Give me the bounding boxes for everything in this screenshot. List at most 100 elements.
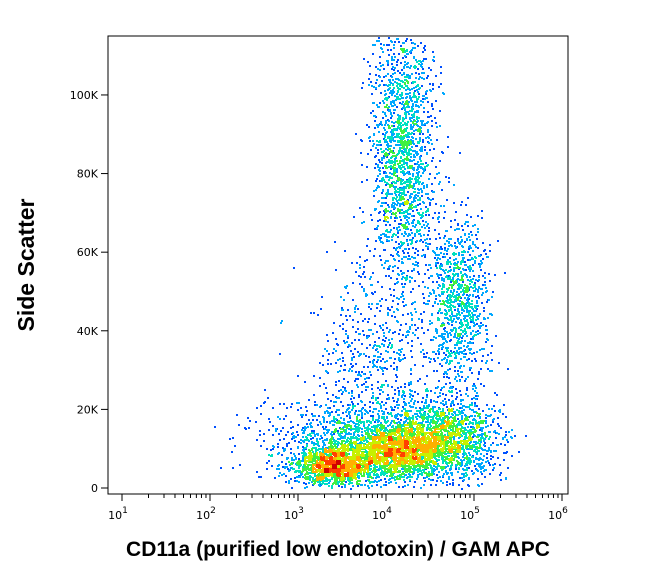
scatter-point — [349, 417, 351, 419]
scatter-point — [438, 459, 440, 461]
scatter-point — [469, 245, 471, 247]
scatter-point — [369, 250, 371, 252]
scatter-point — [409, 51, 411, 53]
scatter-point — [432, 191, 434, 193]
scatter-point — [397, 267, 399, 269]
scatter-point — [411, 324, 413, 326]
scatter-point — [479, 349, 481, 351]
scatter-point — [368, 78, 370, 80]
scatter-point — [404, 109, 406, 111]
scatter-point — [412, 302, 414, 304]
scatter-point — [387, 73, 389, 75]
scatter-point — [317, 449, 319, 451]
scatter-point — [469, 460, 471, 462]
scatter-point — [481, 435, 483, 437]
scatter-point — [437, 218, 439, 220]
scatter-point — [457, 308, 459, 310]
scatter-point — [373, 255, 375, 257]
scatter-point — [466, 326, 468, 328]
scatter-point — [398, 349, 400, 351]
scatter-point — [397, 230, 399, 232]
scatter-point — [407, 270, 409, 272]
scatter-point — [432, 217, 434, 219]
scatter-point — [398, 357, 400, 359]
scatter-point — [475, 279, 477, 281]
scatter-point — [378, 37, 380, 39]
scatter-point — [469, 421, 471, 423]
scatter-point — [385, 275, 387, 277]
scatter-point — [337, 359, 339, 361]
scatter-point — [406, 147, 408, 149]
scatter-point — [381, 410, 383, 412]
scatter-point — [427, 425, 429, 427]
scatter-point — [303, 482, 305, 484]
scatter-point — [334, 241, 336, 243]
scatter-point — [411, 146, 413, 148]
scatter-point — [381, 264, 383, 266]
scatter-point — [481, 217, 483, 219]
scatter-point — [397, 83, 399, 85]
scatter-point — [394, 203, 396, 205]
scatter-point — [387, 204, 389, 206]
scatter-point — [411, 178, 413, 180]
scatter-point — [358, 483, 360, 485]
scatter-point — [476, 392, 478, 394]
scatter-point — [380, 327, 382, 329]
scatter-point — [386, 141, 388, 143]
scatter-point — [377, 164, 379, 166]
scatter-point — [397, 91, 399, 93]
scatter-point — [382, 416, 384, 418]
scatter-point — [279, 403, 281, 405]
scatter-point — [404, 51, 406, 53]
scatter-point — [385, 380, 387, 382]
scatter-point — [470, 367, 472, 369]
scatter-point — [493, 450, 495, 452]
scatter-point — [289, 469, 291, 471]
scatter-point — [446, 373, 448, 375]
scatter-point — [420, 163, 422, 165]
scatter-point — [461, 312, 463, 314]
scatter-point — [278, 468, 280, 470]
scatter-point — [436, 248, 438, 250]
scatter-point — [454, 309, 456, 311]
scatter-point — [236, 414, 238, 416]
scatter-point — [486, 338, 488, 340]
scatter-point — [481, 466, 483, 468]
scatter-point — [398, 260, 400, 262]
scatter-point — [398, 223, 400, 225]
scatter-point — [483, 438, 485, 440]
scatter-point — [378, 131, 380, 133]
scatter-point — [392, 161, 394, 163]
scatter-point — [354, 425, 356, 427]
scatter-point — [475, 360, 477, 362]
scatter-point — [477, 295, 479, 297]
scatter-point — [401, 150, 403, 152]
scatter-point — [428, 178, 430, 180]
scatter-point — [403, 187, 405, 189]
scatter-point — [468, 477, 470, 479]
scatter-point — [370, 481, 372, 483]
scatter-point — [405, 134, 407, 136]
scatter-point — [349, 315, 351, 317]
scatter-point — [377, 225, 379, 227]
scatter-point — [485, 287, 487, 289]
scatter-point — [396, 38, 398, 40]
scatter-point — [451, 352, 453, 354]
scatter-point — [388, 275, 390, 277]
scatter-point — [338, 485, 340, 487]
scatter-point — [450, 220, 452, 222]
scatter-point — [418, 73, 420, 75]
scatter-point — [407, 209, 409, 211]
scatter-point — [354, 348, 356, 350]
scatter-point — [480, 288, 482, 290]
scatter-point — [447, 263, 449, 265]
scatter-point — [430, 484, 432, 486]
scatter-point — [471, 234, 473, 236]
scatter-point — [383, 197, 385, 199]
scatter-point — [390, 140, 392, 142]
scatter-point — [451, 464, 453, 466]
scatter-point — [352, 365, 354, 367]
scatter-point — [511, 455, 513, 457]
scatter-point — [396, 64, 398, 66]
scatter-point — [351, 444, 353, 446]
